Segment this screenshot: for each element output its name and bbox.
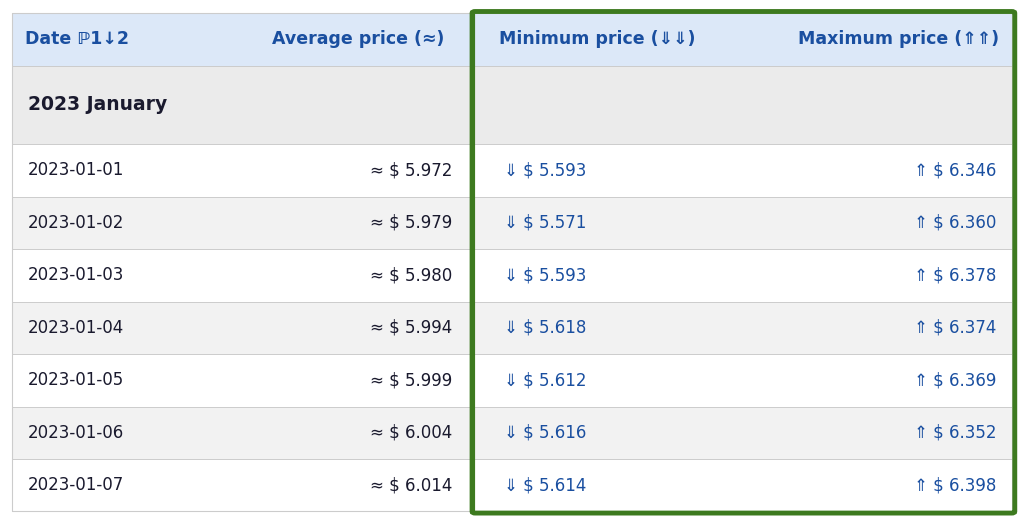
Text: ≈ $ 6.014: ≈ $ 6.014: [371, 476, 453, 494]
Text: Date ℙ1↓2: Date ℙ1↓2: [25, 30, 129, 48]
Text: Maximum price (⇑⇑): Maximum price (⇑⇑): [799, 30, 999, 48]
Text: 2023-01-07: 2023-01-07: [28, 476, 124, 494]
Text: Minimum price (⇓⇓): Minimum price (⇓⇓): [499, 30, 695, 48]
Text: 2023-01-05: 2023-01-05: [28, 371, 124, 389]
Text: Average price (≈): Average price (≈): [271, 30, 444, 48]
Text: 2023-01-01: 2023-01-01: [28, 162, 124, 179]
Text: ⇑ $ 6.346: ⇑ $ 6.346: [914, 162, 996, 179]
Text: ⇑ $ 6.360: ⇑ $ 6.360: [914, 214, 996, 232]
Bar: [12, 144, 1012, 197]
Bar: [12, 65, 1012, 144]
Text: ⇓ $ 5.612: ⇓ $ 5.612: [504, 371, 587, 389]
Text: ≈ $ 5.972: ≈ $ 5.972: [371, 162, 453, 179]
Text: ⇓ $ 5.593: ⇓ $ 5.593: [504, 266, 586, 285]
Text: 2023-01-02: 2023-01-02: [28, 214, 124, 232]
Text: ⇓ $ 5.616: ⇓ $ 5.616: [504, 424, 586, 442]
Text: ≈ $ 5.999: ≈ $ 5.999: [371, 371, 453, 389]
Text: ⇓ $ 5.571: ⇓ $ 5.571: [504, 214, 586, 232]
Text: ≈ $ 6.004: ≈ $ 6.004: [371, 424, 453, 442]
Bar: [12, 197, 1012, 249]
Text: ⇑ $ 6.398: ⇑ $ 6.398: [914, 476, 996, 494]
Bar: [12, 302, 1012, 354]
Text: ⇑ $ 6.374: ⇑ $ 6.374: [914, 319, 996, 337]
Bar: [12, 459, 1012, 511]
Text: ≈ $ 5.994: ≈ $ 5.994: [371, 319, 453, 337]
Text: ⇑ $ 6.378: ⇑ $ 6.378: [914, 266, 996, 285]
Text: 2023-01-04: 2023-01-04: [28, 319, 124, 337]
Text: ⇑ $ 6.352: ⇑ $ 6.352: [913, 424, 996, 442]
Text: 2023 January: 2023 January: [28, 95, 167, 115]
Text: ⇑ $ 6.369: ⇑ $ 6.369: [914, 371, 996, 389]
Text: ≈ $ 5.980: ≈ $ 5.980: [371, 266, 453, 285]
Text: ⇓ $ 5.593: ⇓ $ 5.593: [504, 162, 586, 179]
Bar: [12, 406, 1012, 459]
Bar: [12, 249, 1012, 302]
Bar: [12, 13, 1012, 65]
Text: 2023-01-06: 2023-01-06: [28, 424, 124, 442]
Text: ≈ $ 5.979: ≈ $ 5.979: [371, 214, 453, 232]
Bar: [12, 354, 1012, 406]
Text: ⇓ $ 5.614: ⇓ $ 5.614: [504, 476, 586, 494]
Text: 2023-01-03: 2023-01-03: [28, 266, 124, 285]
Text: ⇓ $ 5.618: ⇓ $ 5.618: [504, 319, 586, 337]
